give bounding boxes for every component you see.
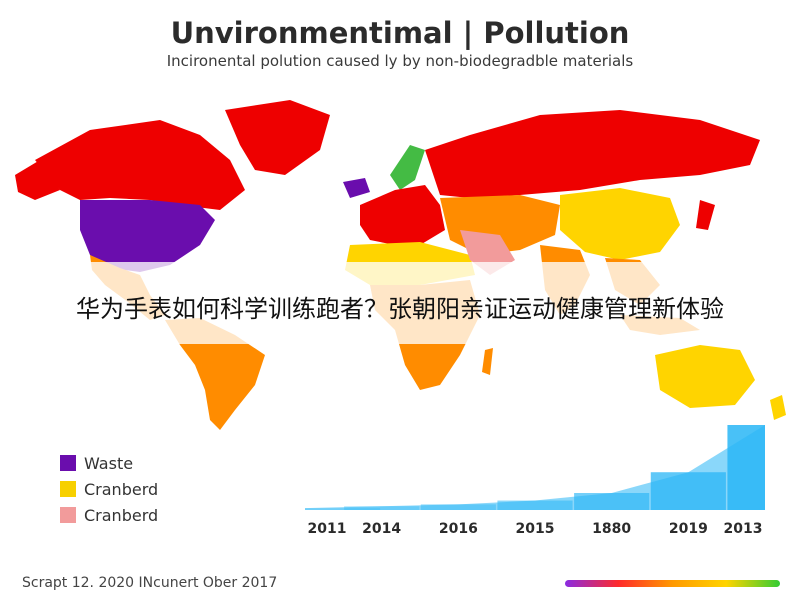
footer-text: Scrapt 12. 2020 INcunert Ober 2017 — [22, 575, 278, 591]
overlay-banner-text: 华为手表如何科学训练跑者？张朝阳亲证运动健康管理新体验 — [76, 295, 724, 323]
region-japan — [696, 200, 715, 230]
trend-bar — [650, 472, 726, 510]
region-madagascar — [482, 348, 493, 375]
region-europe — [360, 185, 445, 245]
legend-swatch — [60, 507, 76, 523]
region-scandinavia — [390, 145, 425, 190]
legend: Waste Cranberd Cranberd — [60, 450, 158, 528]
x-tick-label: 2015 — [516, 521, 555, 537]
legend-label: Cranberd — [84, 505, 159, 525]
x-tick-label: 2013 — [724, 521, 763, 537]
trend-area — [305, 425, 765, 510]
region-nz — [770, 395, 786, 420]
legend-item: Cranberd — [60, 476, 158, 502]
chart-title: Unvironmentimal | Pollution — [170, 16, 630, 50]
x-tick-label: 2019 — [669, 521, 708, 537]
trend-chart: 2011 2014 2016 2015 1880 2019 2013 — [305, 425, 765, 537]
legend-label: Cranberd — [84, 479, 159, 499]
legend-swatch — [60, 455, 76, 471]
trend-bar — [420, 504, 496, 510]
trend-bar — [574, 493, 650, 510]
region-china — [560, 188, 680, 260]
region-greenland — [225, 100, 330, 175]
trend-bar — [344, 506, 420, 510]
x-tick-label: 2014 — [362, 521, 401, 537]
world-map — [15, 100, 786, 430]
trend-bar — [497, 500, 573, 510]
gradient-scale-bar — [565, 580, 780, 587]
chart-subtitle: Incironental polution caused ly by non-b… — [166, 52, 634, 70]
region-south-america — [165, 318, 265, 430]
legend-swatch — [60, 481, 76, 497]
region-canada — [35, 120, 245, 210]
region-australia — [655, 345, 755, 408]
trend-bar — [727, 425, 765, 510]
x-tick-label: 1880 — [592, 521, 631, 537]
region-usa — [80, 200, 215, 272]
legend-item: Waste — [60, 450, 158, 476]
legend-item: Cranberd — [60, 502, 158, 528]
region-alaska — [15, 160, 60, 200]
legend-label: Waste — [84, 453, 134, 473]
overlay-banner — [0, 262, 800, 344]
x-tick-label: 2011 — [308, 521, 347, 537]
x-tick-label: 2016 — [439, 521, 478, 537]
trend-bar — [305, 508, 381, 510]
region-iceland — [343, 178, 370, 198]
region-russia — [425, 110, 760, 198]
